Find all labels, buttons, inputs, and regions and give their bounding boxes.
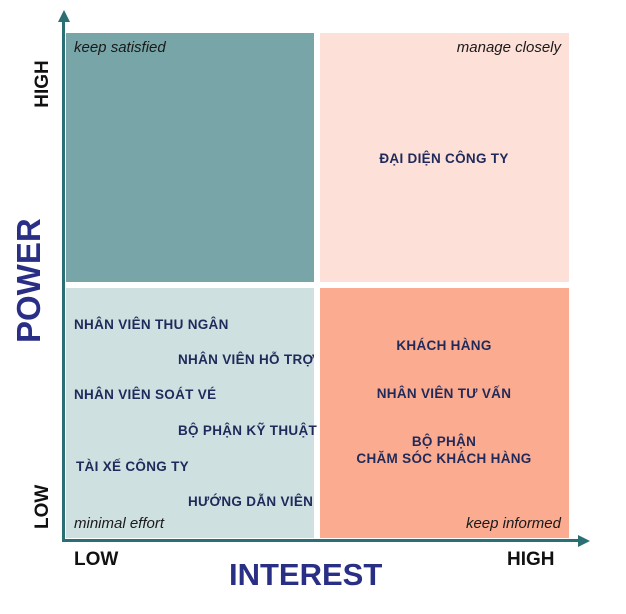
stakeholder-item: TÀI XẾ CÔNG TY (76, 459, 189, 474)
quadrant-minimal-effort: NHÂN VIÊN THU NGÂN NHÂN VIÊN HỖ TRỢ NHÂN… (66, 288, 318, 538)
quadrant-keep-satisfied: keep satisfied (66, 33, 314, 282)
y-axis-arrow-icon (57, 10, 70, 22)
quadrant-label: manage closely (456, 39, 561, 56)
x-axis-line (62, 539, 580, 542)
stakeholder-item: BỘ PHẬN KỸ THUẬT (178, 423, 318, 438)
quadrant-label: keep satisfied (74, 39, 166, 56)
stakeholder-item: HƯỚNG DẪN VIÊN (188, 494, 314, 509)
x-axis-high-label: HIGH (507, 549, 555, 570)
y-axis-line (62, 20, 65, 542)
quadrant-manage-closely: manage closely ĐẠI DIỆN CÔNG TY (320, 33, 569, 282)
quadrant-keep-informed: KHÁCH HÀNG NHÂN VIÊN TƯ VẤN BỘ PHẬN CHĂM… (320, 288, 569, 538)
y-axis-low-label: LOW (32, 484, 53, 529)
stakeholder-item: BỘ PHẬN (411, 434, 477, 449)
stakeholder-item: KHÁCH HÀNG (396, 338, 492, 353)
x-axis-arrow-icon (578, 534, 590, 547)
y-axis-title: POWER (10, 218, 47, 343)
quadrant-label: keep informed (465, 515, 561, 532)
x-axis-low-label: LOW (74, 549, 119, 570)
quadrant-label: minimal effort (74, 515, 165, 532)
stakeholder-item: NHÂN VIÊN SOÁT VÉ (74, 387, 217, 402)
y-axis-high-label: HIGH (32, 60, 53, 108)
stakeholder-item: NHÂN VIÊN THU NGÂN (74, 317, 229, 332)
stakeholder-item: CHĂM SÓC KHÁCH HÀNG (356, 451, 532, 466)
stakeholder-item: ĐẠI DIỆN CÔNG TY (379, 151, 509, 166)
stakeholder-item: NHÂN VIÊN HỖ TRỢ (178, 352, 315, 367)
x-axis-title: INTEREST (229, 557, 383, 592)
stakeholder-item: NHÂN VIÊN TƯ VẤN (376, 386, 512, 401)
